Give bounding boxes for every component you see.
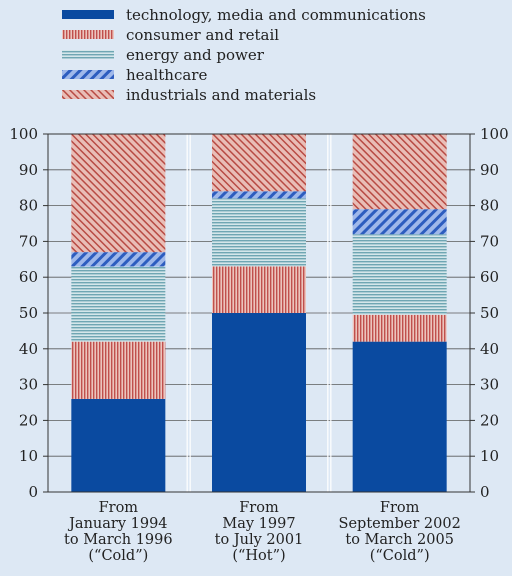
legend-label: consumer and retail [126,26,279,44]
x-tick-label-line: (“Hot”) [232,548,285,564]
bar-segment [212,266,306,313]
y-tick-label: 50 [480,304,499,322]
y-tick-label: 90 [480,161,499,179]
x-tick-label-line: September 2002 [339,516,461,532]
bar-segment [212,313,306,492]
bar-segment [71,252,166,267]
y-tick-label: 0 [28,483,38,501]
y-tick-label: 0 [480,483,490,501]
x-tick-label-line: (“Cold”) [370,548,430,564]
x-axis: From January 1994 to March 1996 (“Cold”)Fro… [64,500,461,564]
y-tick-label: 80 [19,197,38,215]
y-tick-label: 30 [19,376,38,394]
y-axis-right: 0 10 20 30 40 50 60 70 80 90 100 [480,125,509,501]
y-tick-label: 70 [480,232,499,250]
bar-segment [352,209,447,235]
axes [47,133,471,493]
y-tick-label: 10 [19,447,38,465]
bar-segment [352,134,447,210]
x-tick-label: From September 2002 to March 2005 (“Cold”) [339,500,461,564]
bar-segment [71,266,166,342]
bar-segment [212,191,306,199]
legend-swatch [62,50,114,59]
y-tick-label: 20 [19,411,38,429]
legend-label: technology, media and communications [126,6,426,24]
bars [71,134,447,492]
y-tick-label: 10 [480,447,499,465]
y-axis-left: 0 10 20 30 40 50 60 70 80 90 100 [9,125,38,501]
x-tick-label: From May 1997 to July 2001 (“Hot”) [215,500,304,564]
bar-segment [352,234,447,315]
bar-segment [212,198,306,267]
bar-segment [71,398,166,492]
legend-swatch [62,10,114,19]
y-tick-label: 90 [19,161,38,179]
legend-label: healthcare [126,66,207,84]
y-tick-label: 80 [480,197,499,215]
legend-swatch [62,90,114,99]
y-tick-label: 60 [19,268,38,286]
x-tick-label-line: (“Cold”) [88,548,148,564]
y-tick-label: 100 [480,125,509,143]
x-tick-label-line: From [99,500,139,516]
y-tick-label: 30 [480,376,499,394]
bar-segment [352,341,447,492]
y-tick-label: 40 [480,340,499,358]
plot-frame [47,133,471,493]
y-tick-label: 60 [480,268,499,286]
legend-swatch [62,70,114,79]
legend: technology, media and communications cons… [62,6,426,104]
y-tick-label: 100 [9,125,38,143]
legend-label: industrials and materials [126,86,316,104]
x-tick-label-line: From [239,500,279,516]
x-tick-label: From January 1994 to March 1996 (“Cold”) [64,500,173,564]
y-tick-label: 40 [19,340,38,358]
bar-segment [212,134,306,192]
x-tick-label-line: May 1997 [222,516,295,532]
x-tick-label-line: to March 1996 [64,532,173,548]
legend-label: energy and power [126,46,265,64]
x-tick-label-line: January 1994 [67,516,167,532]
y-tick-label: 20 [480,411,499,429]
legend-swatch [62,30,114,39]
bar-segment [71,134,166,253]
y-tick-label: 70 [19,232,38,250]
x-tick-label-line: to July 2001 [215,532,304,548]
x-tick-label-line: to March 2005 [345,532,454,548]
x-tick-label-line: From [380,500,420,516]
bar-segment [71,341,166,399]
y-tick-label: 50 [19,304,38,322]
bar-segment [352,314,447,342]
